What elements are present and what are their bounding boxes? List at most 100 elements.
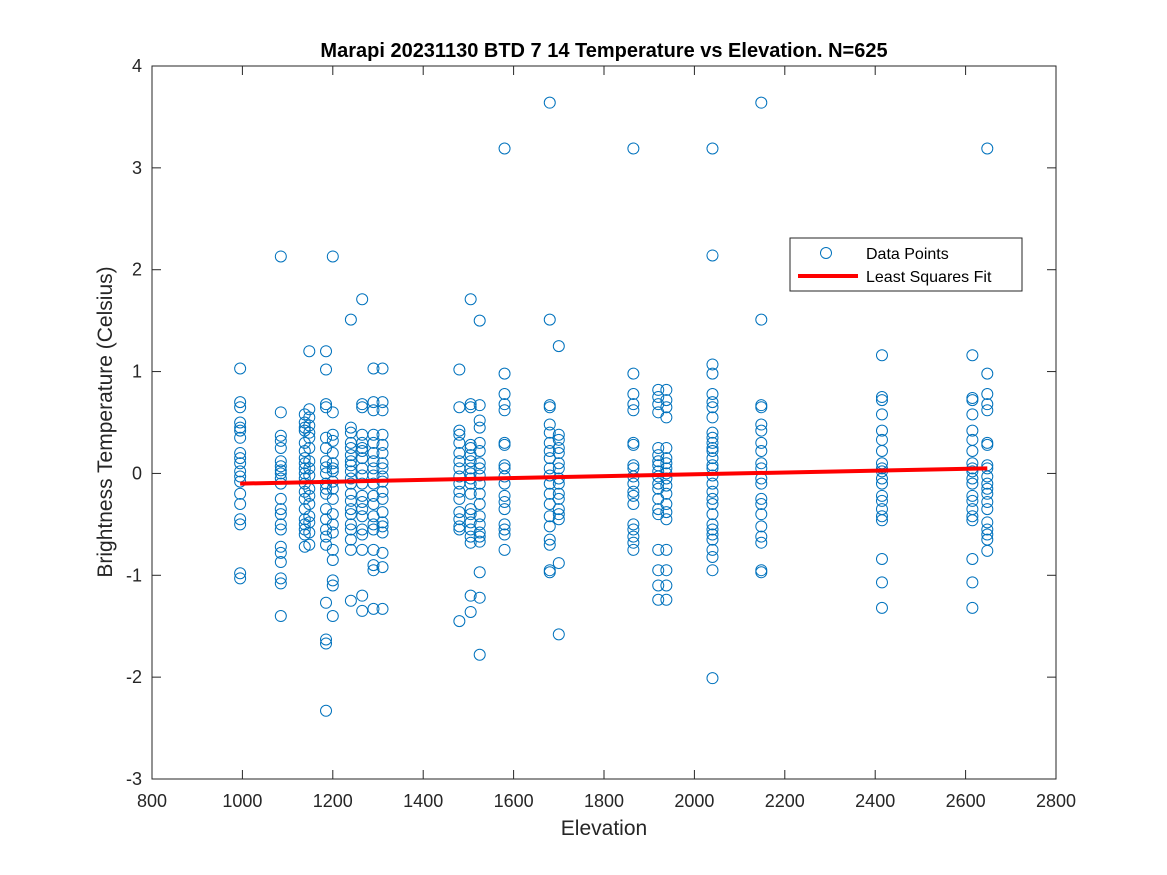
data-point xyxy=(755,530,768,543)
data-point xyxy=(344,421,357,434)
data-point xyxy=(755,313,768,326)
data-point xyxy=(344,518,357,531)
x-tick-label: 2600 xyxy=(946,791,986,811)
legend-marker-data-points xyxy=(820,247,832,259)
data-point xyxy=(660,579,673,592)
legend: Data Points Least Squares Fit xyxy=(789,237,1023,292)
data-point xyxy=(627,497,640,510)
x-tick-label: 2400 xyxy=(855,791,895,811)
data-point xyxy=(875,391,888,404)
data-point xyxy=(981,503,994,516)
data-point xyxy=(464,589,477,602)
data-point xyxy=(706,431,719,444)
data-point xyxy=(552,487,565,500)
data-point xyxy=(543,96,556,109)
data-point xyxy=(981,487,994,500)
data-point xyxy=(755,445,768,458)
data-point xyxy=(981,516,994,529)
data-point xyxy=(303,510,316,523)
data-point xyxy=(320,461,333,474)
data-point xyxy=(706,436,719,449)
data-point xyxy=(552,433,565,446)
data-point xyxy=(875,601,888,614)
x-tick-label: 1200 xyxy=(313,791,353,811)
data-point xyxy=(464,503,477,516)
data-point xyxy=(274,577,287,590)
data-point xyxy=(326,462,339,475)
data-point xyxy=(453,513,466,526)
data-point xyxy=(755,520,768,533)
data-point xyxy=(706,426,719,439)
data-point xyxy=(326,579,339,592)
data-point xyxy=(344,533,357,546)
data-point xyxy=(552,503,565,516)
x-tick-label: 1600 xyxy=(494,791,534,811)
data-point xyxy=(552,508,565,521)
y-axis-ticks: -3 -2 -1 0 1 2 3 4 xyxy=(126,56,1056,789)
data-point xyxy=(356,589,369,602)
data-point xyxy=(498,518,511,531)
data-point xyxy=(234,487,247,500)
data-point xyxy=(875,510,888,523)
data-point xyxy=(356,445,369,458)
data-point xyxy=(344,313,357,326)
data-point xyxy=(706,518,719,531)
data-point xyxy=(464,455,477,468)
data-point xyxy=(660,401,673,414)
data-point xyxy=(981,523,994,536)
data-point xyxy=(376,492,389,505)
data-point xyxy=(376,404,389,417)
data-point xyxy=(652,564,665,577)
data-point xyxy=(706,396,719,409)
data-point xyxy=(473,414,486,427)
data-point xyxy=(981,482,994,495)
data-point xyxy=(981,438,994,451)
data-point xyxy=(706,477,719,490)
data-point xyxy=(966,494,979,507)
data-point xyxy=(706,445,719,458)
data-point xyxy=(274,406,287,419)
data-point xyxy=(367,462,380,475)
data-point xyxy=(320,633,333,646)
data-point xyxy=(706,358,719,371)
data-point xyxy=(755,497,768,510)
data-point xyxy=(464,438,477,451)
data-point xyxy=(234,518,247,531)
data-point xyxy=(660,487,673,500)
data-point xyxy=(320,704,333,717)
least-squares-fit-line xyxy=(240,466,988,486)
data-point xyxy=(706,672,719,685)
data-point xyxy=(234,567,247,580)
data-point xyxy=(356,293,369,306)
data-point xyxy=(464,462,477,475)
data-point xyxy=(498,142,511,155)
data-point xyxy=(981,367,994,380)
data-point xyxy=(326,457,339,470)
data-point xyxy=(755,418,768,431)
data-point xyxy=(875,494,888,507)
legend-box xyxy=(789,237,1023,292)
y-tick-label: -3 xyxy=(126,769,142,789)
x-tick-label: 2200 xyxy=(765,791,805,811)
data-point xyxy=(367,477,380,490)
data-point xyxy=(498,523,511,536)
data-point xyxy=(706,543,719,556)
legend-label-data-points: Data Points xyxy=(866,246,949,263)
data-point xyxy=(706,367,719,380)
data-point xyxy=(344,465,357,478)
data-point xyxy=(367,543,380,556)
data-point xyxy=(755,508,768,521)
data-point xyxy=(473,510,486,523)
data-point xyxy=(498,438,511,451)
data-point xyxy=(320,596,333,609)
data-point xyxy=(376,462,389,475)
data-point xyxy=(274,460,287,473)
data-point xyxy=(543,538,556,551)
data-point xyxy=(473,399,486,412)
data-point xyxy=(453,436,466,449)
data-point xyxy=(627,485,640,498)
data-point xyxy=(652,449,665,462)
data-point xyxy=(706,492,719,505)
data-point xyxy=(473,469,486,482)
data-point xyxy=(367,559,380,572)
